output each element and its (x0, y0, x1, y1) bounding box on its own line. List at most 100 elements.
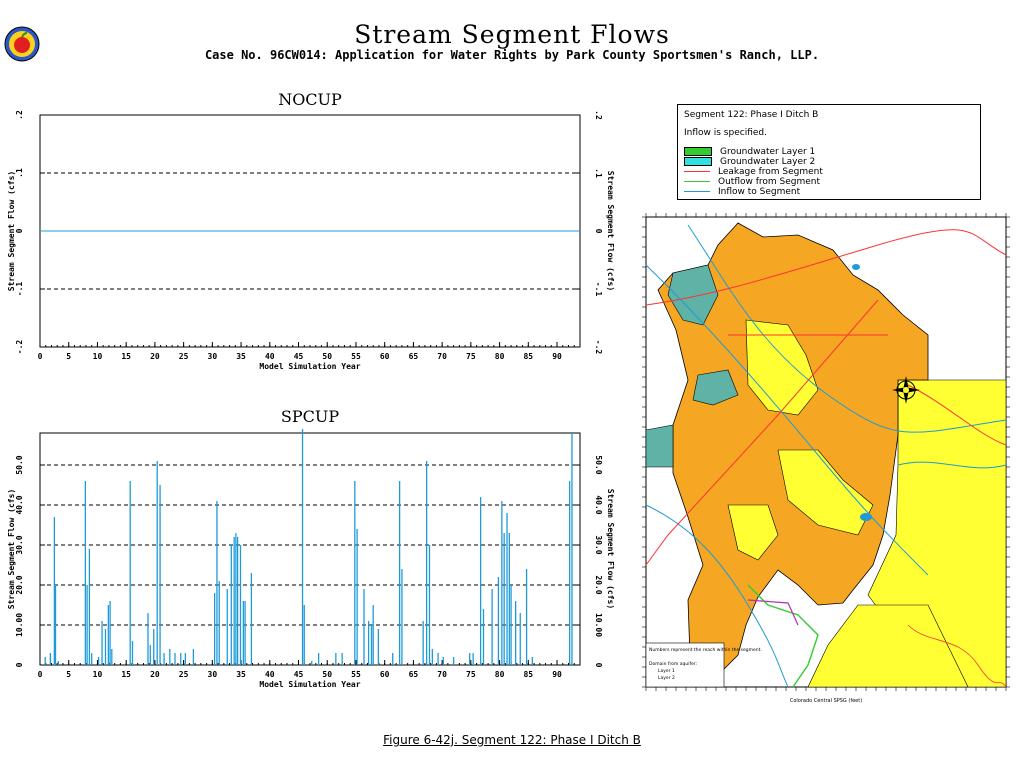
x-tick-label: 30 (208, 670, 218, 679)
inflow-line (684, 191, 710, 192)
x-axis-label: Model Simulation Year (259, 361, 360, 371)
legend-title: Segment 122: Phase I Ditch B (684, 110, 819, 120)
x-tick-label: 85 (523, 352, 533, 361)
y-tick-label-right: .1 (594, 168, 603, 178)
y-tick-label-right: 20.0 (594, 575, 603, 594)
y-tick-label-right: 30.0 (594, 535, 603, 554)
x-tick-label: 5 (66, 670, 71, 679)
map-notes-box (645, 642, 725, 688)
x-tick-label: 75 (466, 670, 476, 679)
figure-caption-text: Figure 6-42j. Segment 122: Phase I Ditch… (383, 733, 641, 747)
x-tick-label: 50 (322, 352, 332, 361)
x-tick-label: 90 (552, 670, 562, 679)
map-yellow-patch-3 (727, 504, 779, 561)
map-road-1 (645, 229, 1007, 306)
gw2-swatch (684, 157, 712, 166)
map-note-3: Layer 1 (658, 668, 675, 674)
y-axis-label-right: Stream Segment Flow (cfs) (606, 171, 615, 291)
x-tick-label: 70 (437, 670, 447, 679)
y-axis-label-left: Stream Segment Flow (cfs) (7, 171, 16, 291)
x-tick-label: 10 (93, 670, 103, 679)
y-tick-label-right: 0 (594, 229, 603, 234)
map-lake-2 (852, 264, 860, 270)
gw1-swatch (684, 147, 712, 156)
x-axis-label: Model Simulation Year (259, 679, 360, 689)
x-tick-label: 5 (66, 352, 71, 361)
x-tick-label: 45 (294, 352, 304, 361)
nocup-chart: 0 5 10 15 20 25 30 35 40 45 50 55 60 65 70 75 80 85 90 Mode… (7, 110, 615, 371)
y-tick-label-left: 30.0 (15, 535, 24, 554)
y-tick-label-right: -.1 (594, 282, 603, 297)
map-xlabel: Colorado Central SPSG (feet) (790, 698, 862, 704)
page-subtitle: Case No. 96CW014: Application for Water … (204, 48, 820, 62)
y-axis-label-right: Stream Segment Flow (cfs) (606, 489, 615, 609)
x-tick-label: 60 (380, 352, 390, 361)
y-tick-label-right: 50.0 (594, 455, 603, 474)
legend-item-gw1: Groundwater Layer 1 (684, 147, 815, 157)
x-tick-label: 0 (38, 352, 43, 361)
y-tick-label-left: 0 (15, 228, 24, 233)
map-road-5 (907, 624, 1007, 688)
map-ditch-outline (747, 599, 799, 626)
y-tick-label-right: 40.0 (594, 495, 603, 514)
y-tick-label-left: .1 (15, 168, 24, 178)
x-tick-label: 40 (265, 352, 275, 361)
x-tick-label: 30 (208, 352, 218, 361)
y-axis-label-left: Stream Segment Flow (cfs) (7, 489, 16, 609)
map-layer2-patch-2 (692, 369, 739, 406)
x-tick-label: 40 (265, 670, 275, 679)
y-tick-label-left: .2 (15, 110, 24, 120)
x-tick-label: 0 (38, 670, 43, 679)
x-tick-label: 50 (322, 670, 332, 679)
y-tick-label-left: 0 (15, 662, 24, 667)
y-tick-label-right: 10.00 (594, 613, 603, 637)
x-tick-label: 25 (179, 670, 189, 679)
x-tick-label: 10 (93, 352, 103, 361)
map-ticks (642, 213, 1010, 691)
map-note-2: Domain from aquifer: (649, 661, 697, 667)
spcup-chart: 0 5 10 15 20 25 30 35 40 45 50 55 60 65 70 75 80 85 90 Mode… (7, 429, 615, 689)
y-tick-label-left: 10.00 (15, 613, 24, 637)
legend-item-outflow: Outflow from Segment (684, 177, 820, 187)
y-tick-label-left: 20.0 (15, 575, 24, 594)
x-tick-label: 35 (236, 352, 246, 361)
map-stream-4 (897, 461, 1007, 469)
map-note-1: Numbers represent the reach within the s… (649, 647, 762, 653)
map-layer2-patch-1 (667, 264, 719, 326)
y-tick-label-left: 40.0 (15, 495, 24, 514)
x-tick-label: 75 (466, 352, 476, 361)
compass-rose-icon (892, 376, 920, 404)
leakage-line (684, 171, 710, 172)
legend-item-leakage: Leakage from Segment (684, 167, 823, 177)
legend-note: Inflow is specified. (684, 128, 767, 138)
x-tick-label: 60 (380, 670, 390, 679)
y-tick-label-left: -.2 (15, 340, 24, 355)
y-tick-label-right: 0 (594, 663, 603, 668)
x-tick-label: 65 (409, 670, 419, 679)
map-layer2-patch-3 (645, 424, 674, 468)
segment-map: Numbers represent the reach within the s… (642, 213, 1010, 704)
x-tick-label: 85 (523, 670, 533, 679)
legend-box: Segment 122: Phase I Ditch B Inflow is s… (677, 104, 981, 200)
y-tick-label-right: -.2 (594, 340, 603, 355)
agency-logo-icon (4, 26, 40, 62)
page-title: Stream Segment Flows (354, 20, 670, 49)
x-tick-label: 90 (552, 352, 562, 361)
map-road-2 (645, 299, 879, 566)
y-tick-label-right: .2 (594, 110, 603, 120)
y-tick-label-left: -.1 (15, 282, 24, 297)
x-tick-label: 20 (150, 670, 160, 679)
x-tick-label: 55 (351, 670, 361, 679)
x-tick-label: 15 (121, 670, 131, 679)
map-note-4: Layer 2 (658, 675, 675, 681)
spcup-title: SPCUP (280, 407, 340, 426)
outflow-line (684, 181, 710, 182)
x-tick-label: 45 (294, 670, 304, 679)
x-tick-label: 80 (495, 670, 505, 679)
x-tick-label: 25 (179, 352, 189, 361)
map-stream-3 (645, 504, 789, 688)
x-tick-label: 35 (236, 670, 246, 679)
legend-item-gw2: Groundwater Layer 2 (684, 157, 815, 167)
x-tick-label: 55 (351, 352, 361, 361)
x-tick-label: 80 (495, 352, 505, 361)
